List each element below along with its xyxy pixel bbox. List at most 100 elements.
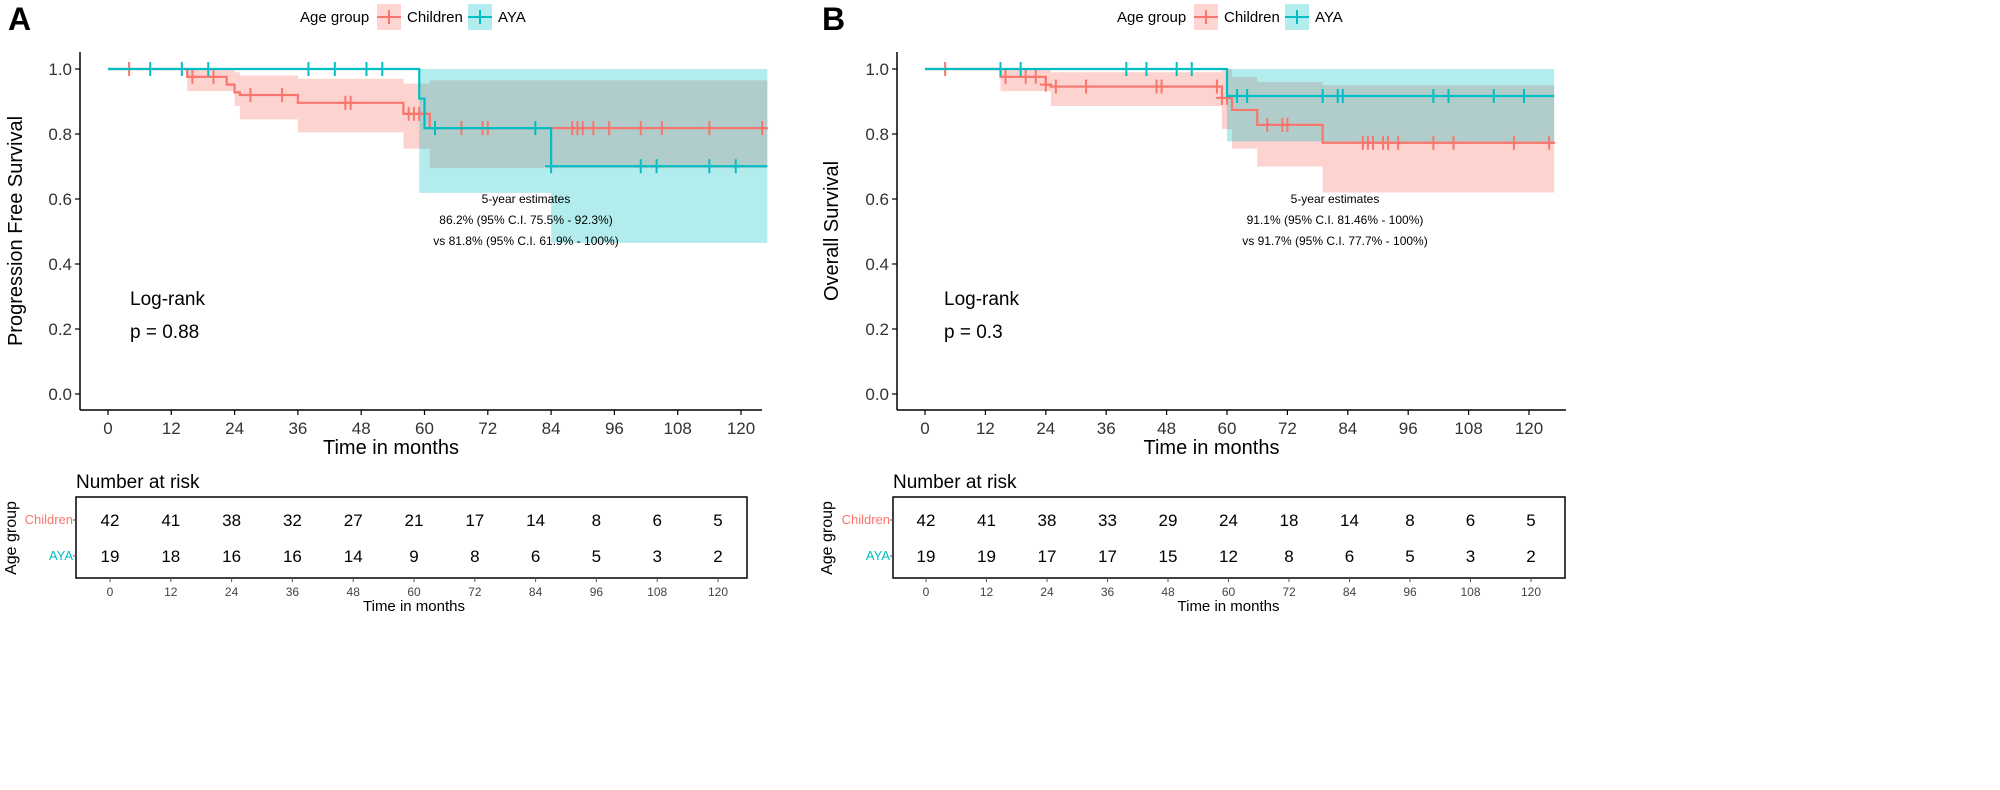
risk-row-label: Children: [842, 512, 890, 527]
x-tick-label: 48: [1157, 419, 1176, 438]
risk-count: 6: [652, 511, 661, 530]
censor-mark-children: [344, 95, 357, 110]
risk-count: 5: [592, 547, 601, 566]
x-tick-label: 120: [727, 419, 755, 438]
legend: Age group Children AYA: [300, 4, 526, 30]
risk-row-children: Children 42 41 38 32 27 21 17 14 8 6 5: [25, 511, 723, 530]
risk-count: 17: [1038, 547, 1057, 566]
censor-mark-aya: [360, 62, 373, 76]
risk-count: 3: [652, 547, 661, 566]
censor-mark-children: [1029, 69, 1042, 84]
x-tick-label: 0: [103, 419, 112, 438]
y-axis-title: Progression Free Survival: [5, 116, 27, 346]
risk-count: 29: [1159, 511, 1178, 530]
x-tick-label: 60: [1218, 419, 1237, 438]
censor-mark-children: [1049, 79, 1062, 94]
censor-mark-aya: [202, 62, 215, 76]
censor-mark-children: [207, 69, 220, 84]
ci-band-aya: [925, 69, 1555, 142]
risk-count: 38: [222, 511, 241, 530]
x-tick-label: 108: [1454, 419, 1482, 438]
estimate-line-1: 86.2% (95% C.I. 75.5% - 92.3%): [439, 213, 612, 227]
x-tick-label: 96: [1399, 419, 1418, 438]
censor-mark-aya: [1185, 62, 1198, 76]
legend-label: AYA: [498, 9, 526, 26]
censor-mark-children: [186, 69, 199, 84]
y-tick-label: 0.0: [48, 385, 72, 404]
x-tick-label: 84: [542, 419, 561, 438]
y-tick-label: 0.0: [865, 385, 889, 404]
censor-mark-aya: [429, 121, 442, 136]
censor-mark-children: [703, 121, 716, 136]
ci-band-children: [925, 69, 1555, 193]
risk-count: 27: [344, 511, 363, 530]
risk-table-xlabel: Time in months: [1178, 598, 1280, 615]
censor-mark-aya: [650, 159, 663, 174]
y-tick-label: 0.8: [48, 125, 72, 144]
censor-mark-aya: [1316, 88, 1329, 103]
estimate-line-2: vs 81.8% (95% C.I. 61.9% - 100%): [433, 234, 618, 248]
x-tick-label: 24: [1036, 419, 1055, 438]
risk-x-tick-label: 84: [1343, 585, 1357, 599]
censor-mark-aya: [1170, 62, 1183, 76]
risk-x-tick-label: 108: [647, 585, 667, 599]
y-tick-label: 0.6: [865, 190, 889, 209]
risk-x-tick-label: 96: [1403, 585, 1417, 599]
risk-count: 14: [526, 511, 545, 530]
legend-item-children: Children: [1194, 4, 1280, 30]
x-tick-label: 12: [976, 419, 995, 438]
risk-count: 18: [1280, 511, 1299, 530]
risk-x-tick-label: 120: [708, 585, 728, 599]
censor-mark-aya: [634, 159, 647, 174]
risk-count: 42: [101, 511, 120, 530]
risk-count: 14: [1340, 511, 1359, 530]
censor-mark-children: [756, 121, 769, 136]
p-value: p = 0.3: [944, 322, 1003, 343]
risk-count: 6: [1466, 511, 1475, 530]
risk-x-tick-label: 36: [1101, 585, 1115, 599]
risk-count: 2: [1526, 547, 1535, 566]
risk-count: 16: [283, 547, 302, 566]
risk-count: 38: [1038, 511, 1057, 530]
censor-mark-children: [1507, 135, 1520, 150]
censor-mark-children: [1382, 135, 1395, 150]
risk-table-xlabel: Time in months: [363, 598, 465, 615]
censor-mark-aya: [1120, 62, 1133, 76]
x-tick-label: 48: [352, 419, 371, 438]
survival-curves: [108, 62, 769, 174]
x-tick-label: 12: [162, 419, 181, 438]
legend: Age group Children AYA: [1117, 4, 1343, 30]
censor-mark-aya: [328, 62, 341, 76]
risk-x-tick-label: 120: [1521, 585, 1541, 599]
risk-row-children: Children 42 41 38 33 29 24 18 14 8 6 5: [842, 511, 1536, 530]
ci-bands: [108, 69, 768, 243]
annotations: Log-rank p = 0.88 5-year estimates 86.2% (9…: [130, 192, 619, 343]
risk-count: 24: [1219, 511, 1238, 530]
censor-mark-aya: [302, 62, 315, 76]
y-tick-label: 0.6: [48, 190, 72, 209]
x-tick-label: 72: [478, 419, 497, 438]
panel-letter: A: [8, 1, 31, 37]
risk-count: 32: [283, 511, 302, 530]
censor-mark-children: [655, 121, 668, 136]
censor-mark-children: [1261, 117, 1274, 132]
estimates-title: 5-year estimates: [1291, 192, 1380, 206]
risk-row-aya: AYA 19 19 17 17 15 12 8 6 5 3 2: [866, 547, 1536, 566]
censor-mark-aya: [529, 121, 542, 136]
risk-count: 14: [344, 547, 363, 566]
risk-count: 5: [713, 511, 722, 530]
x-tick-label: 84: [1338, 419, 1357, 438]
risk-table-ylabel: Age group: [3, 501, 20, 575]
risk-count: 3: [1466, 547, 1475, 566]
risk-count: 8: [592, 511, 601, 530]
y-tick-label: 0.2: [48, 320, 72, 339]
x-tick-label: 36: [288, 419, 307, 438]
risk-x-tick-label: 48: [347, 585, 361, 599]
legend-label: AYA: [1315, 9, 1343, 26]
censor-mark-children: [1155, 79, 1168, 94]
risk-count: 33: [1098, 511, 1117, 530]
risk-x-tick-label: 60: [407, 585, 421, 599]
risk-x-tick-label: 84: [529, 585, 543, 599]
censor-mark-aya: [1241, 88, 1254, 103]
